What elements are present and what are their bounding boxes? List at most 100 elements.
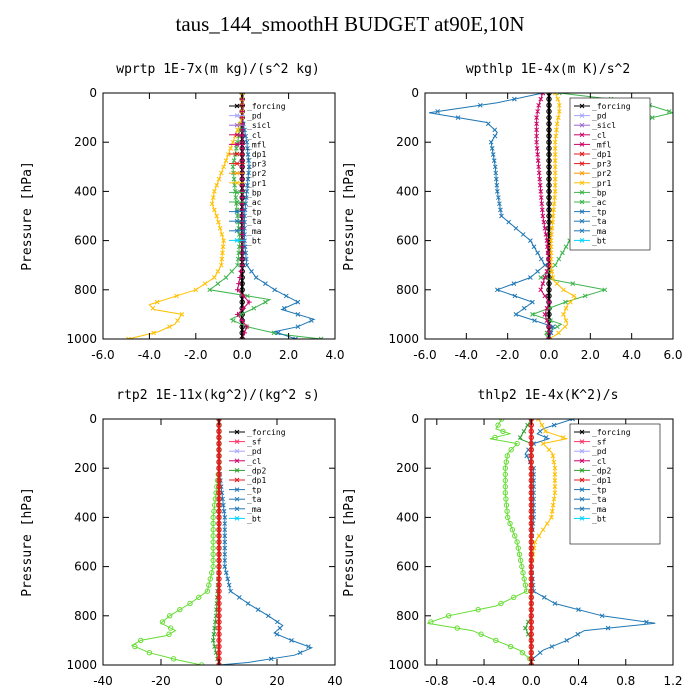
x-tick-label: 2.0 <box>279 348 298 362</box>
legend-label: _pd <box>592 112 607 121</box>
data-point <box>535 268 540 274</box>
data-point <box>132 643 138 650</box>
data-point <box>546 324 552 330</box>
series-group <box>130 419 314 665</box>
y-axis-label: Pressure [hPa] <box>20 161 35 271</box>
data-point <box>454 625 460 631</box>
data-point <box>455 115 461 120</box>
data-point <box>528 551 534 557</box>
data-point <box>239 231 245 237</box>
data-point <box>552 484 558 490</box>
data-point <box>238 268 244 274</box>
data-point <box>538 287 544 293</box>
data-point <box>546 164 552 170</box>
data-point <box>534 115 539 120</box>
legend-marker <box>234 113 240 118</box>
data-point <box>546 287 552 293</box>
legend: _forcing_pd_sicl_cl_mfl_dp1_pr3_pr2_pr1_… <box>229 102 286 245</box>
data-point <box>236 594 242 600</box>
data-point <box>491 158 497 164</box>
data-point <box>536 419 541 422</box>
legend-marker <box>579 238 585 243</box>
data-point <box>215 281 221 287</box>
data-point <box>210 533 216 539</box>
legend: _forcing_sf_pd_cl_dp2_dp1_tp_ta_ma_bt <box>569 423 661 545</box>
data-point <box>216 613 222 619</box>
data-point <box>216 527 222 533</box>
x-tick-label: -40 <box>93 674 113 688</box>
x-tick-label: -0.8 <box>425 674 448 688</box>
data-point <box>528 238 533 243</box>
data-point <box>534 133 539 139</box>
data-point <box>560 250 565 256</box>
legend-item: _ac <box>574 198 607 207</box>
data-point <box>211 631 217 637</box>
legend-marker <box>234 458 240 464</box>
data-point <box>222 539 228 545</box>
data-point <box>245 176 251 182</box>
legend-item: _pr3 <box>229 160 266 169</box>
legend-item: _bt <box>574 236 607 245</box>
legend-item: _dp2 <box>574 466 611 475</box>
data-point <box>229 268 235 274</box>
legend-label: _pr2 <box>592 169 611 178</box>
x-tick-label: 0.4 <box>569 674 588 688</box>
data-point <box>502 483 509 490</box>
data-point <box>283 293 289 299</box>
legend-marker <box>579 161 585 166</box>
data-point <box>244 139 250 145</box>
x-tick-label: 4.0 <box>325 348 344 362</box>
legend-item: _sf <box>229 438 262 447</box>
data-point <box>239 262 245 268</box>
data-point <box>212 189 217 194</box>
legend-item: _ta <box>574 217 607 226</box>
data-point <box>233 195 239 200</box>
data-point <box>228 588 233 594</box>
legend-item: _bt <box>229 236 262 245</box>
data-point <box>528 613 534 619</box>
data-point <box>536 170 542 176</box>
data-point <box>528 557 534 564</box>
data-point <box>239 213 245 219</box>
legend: _forcing_pd_sicl_cl_mfl_dp1_pr3_pr2_pr1_… <box>569 97 651 251</box>
data-point <box>275 330 281 336</box>
data-point <box>546 201 552 207</box>
plot-frame <box>102 92 336 340</box>
data-point <box>552 182 558 188</box>
data-point <box>428 619 434 625</box>
data-point <box>535 158 541 164</box>
legend-label: _bp <box>247 188 262 197</box>
data-point <box>552 601 558 606</box>
data-point <box>318 336 324 339</box>
data-point <box>221 238 226 243</box>
data-point <box>528 539 534 545</box>
data-point <box>536 164 542 170</box>
data-point <box>556 102 562 108</box>
data-point <box>239 108 245 114</box>
legend-label: _forcing <box>592 102 631 111</box>
x-tick-label: 0 <box>215 674 223 688</box>
data-point <box>159 619 166 625</box>
data-point <box>170 656 177 662</box>
data-point <box>216 643 222 650</box>
data-point <box>243 195 249 200</box>
data-point <box>239 256 245 262</box>
data-point <box>530 299 535 305</box>
data-point <box>546 127 552 133</box>
data-point <box>207 576 214 582</box>
data-point <box>546 133 552 139</box>
legend-marker <box>579 180 585 186</box>
data-point <box>570 419 575 422</box>
data-point <box>239 299 245 305</box>
data-point <box>528 582 534 588</box>
data-point <box>214 182 220 188</box>
data-point <box>126 336 131 339</box>
data-point <box>528 619 534 625</box>
data-point <box>555 115 561 120</box>
data-point <box>297 650 303 656</box>
legend-marker <box>234 487 240 492</box>
data-point <box>234 145 239 151</box>
legend-label: _pr1 <box>247 179 266 188</box>
data-point <box>239 145 245 151</box>
data-point <box>293 336 298 339</box>
